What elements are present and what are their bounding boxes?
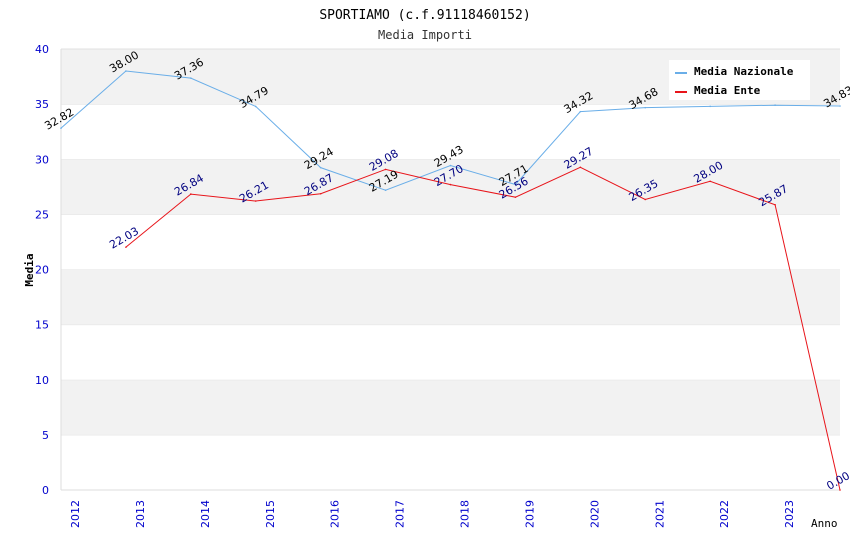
x-tick-label: 2012 [69,500,82,528]
y-tick-label: 20 [35,264,49,277]
x-tick-label: 2019 [523,500,536,528]
grid-bands [60,48,840,491]
series-line-media-ente [125,166,841,491]
y-tick-label: 30 [35,153,49,166]
data-point-media-nazionale [254,105,257,108]
data-point-media-ente [449,183,452,186]
grid-band [61,214,840,270]
x-tick-label: 2017 [394,500,407,528]
grid-band [61,379,840,435]
data-point-media-ente [254,200,257,202]
data-point-media-nazionale [60,127,62,129]
x-tick-label: 2023 [783,500,796,528]
y-tick-label: 15 [35,319,49,332]
data-point-media-nazionale [774,104,776,107]
series-lines [60,70,841,491]
y-axis: 0 5 10 15 20 25 30 35 40 [35,43,49,497]
grid-band [61,324,840,380]
data-point-media-ente [709,180,711,183]
y-axis-label: Media [23,253,36,286]
y-tick-label: 35 [35,98,49,111]
chart-title: SPORTIAMO (c.f.91118460152) [319,8,530,23]
legend-label-media-nazionale: Media Nazionale [694,65,794,78]
x-tick-label: 2021 [653,500,666,528]
x-axis: 2012 2013 2014 2015 2016 2017 2018 2019 2020 2021… [69,500,850,528]
y-tick-label: 5 [42,429,49,442]
data-point-media-ente [125,246,127,248]
x-axis-label: Anno [811,517,838,530]
data-point-media-nazionale [839,105,841,107]
legend-label-media-ente: Media Ente [694,84,761,97]
chart-subtitle: Media Importi [378,28,472,42]
data-point-media-nazionale [644,106,647,109]
data-point-media-nazionale [709,105,711,108]
legend: Media Nazionale Media Ente [669,60,810,100]
x-tick-label: 2020 [588,500,601,528]
data-point-media-nazionale [384,189,387,192]
y-tick-label: 40 [35,43,49,56]
grid-band [61,159,840,215]
data-point-media-nazionale [319,166,322,169]
y-tick-label: 25 [35,208,49,221]
data-point-media-ente [319,192,322,195]
data-point-media-nazionale [514,183,517,186]
legend-box [669,60,810,100]
data-point-media-ente [774,203,776,206]
data-point-media-nazionale [449,164,452,167]
grid-band [61,434,840,490]
data-point-media-nazionale [190,77,192,79]
data-point-media-ente [579,166,582,169]
data-point-media-ente [839,489,841,491]
x-tick-label: 2016 [329,500,342,528]
y-tick-label: 0 [42,484,49,497]
data-point-media-nazionale [579,110,582,113]
x-tick-label: 2022 [718,500,731,528]
x-tick-label: 2024 [848,500,850,528]
x-tick-label: 2014 [199,500,212,528]
data-point-media-nazionale [125,70,127,72]
x-tick-label: 2018 [459,500,472,528]
x-tick-label: 2013 [134,500,147,528]
data-point-media-ente [514,196,517,198]
data-point-media-ente [644,198,647,201]
grid-band [61,269,840,325]
grid-band [61,104,840,160]
data-point-media-ente [190,193,192,195]
x-tick-label: 2015 [264,500,277,528]
y-tick-label: 10 [35,374,49,387]
data-point-media-ente [384,168,387,171]
